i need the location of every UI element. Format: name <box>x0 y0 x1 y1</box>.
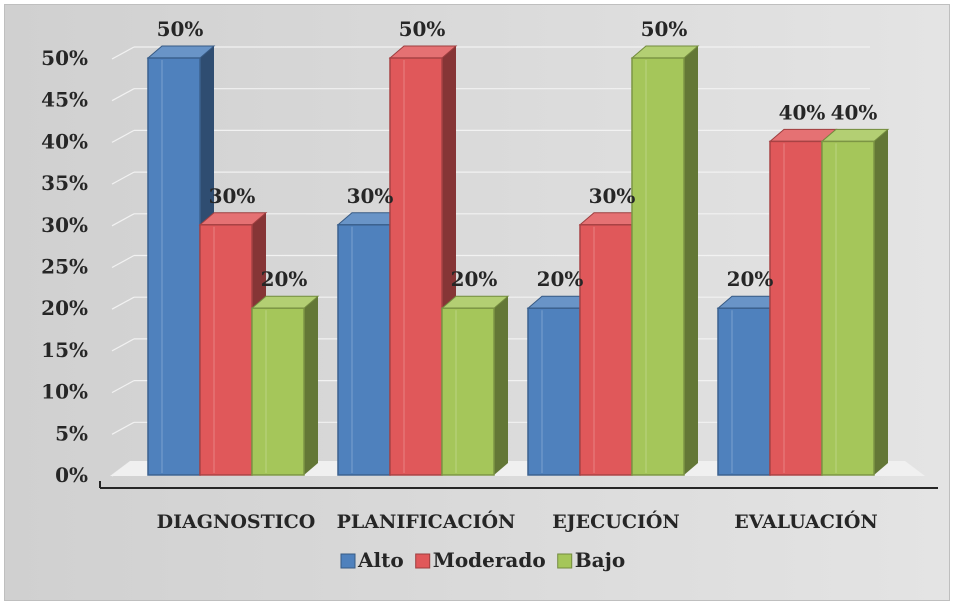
bar-front <box>251 307 305 476</box>
legend-entry: Bajo <box>557 548 625 572</box>
legend-entry: Alto <box>340 548 404 572</box>
bar-front <box>821 140 875 476</box>
x-tick-label: DIAGNOSTICO <box>157 511 316 533</box>
bar <box>820 128 890 476</box>
gridline-side <box>111 129 135 143</box>
x-tick-label: EJECUCIÓN <box>552 510 680 533</box>
x-tick-label: EVALUACIÓN <box>734 510 877 533</box>
gridline-side <box>111 421 135 435</box>
legend-swatch <box>415 553 431 569</box>
y-tick-label: 0% <box>55 463 88 487</box>
data-label: 20% <box>727 267 774 291</box>
bar-side <box>874 129 888 475</box>
bar-front <box>147 57 201 476</box>
bar-front <box>389 57 443 476</box>
data-label: 40% <box>779 100 826 124</box>
legend-swatch <box>340 553 356 569</box>
axes: 0% 5% 10% 15% 20% 25% 30% 35% 40% 45% 50% DIAGNOSTI… <box>41 46 938 533</box>
bar-front <box>579 224 633 476</box>
bar-side <box>684 46 698 475</box>
data-label: 20% <box>451 267 498 291</box>
y-tick-label: 5% <box>55 421 88 445</box>
legend-label: Alto <box>357 548 404 572</box>
y-tick-label: 10% <box>41 380 88 404</box>
bar <box>440 295 510 476</box>
data-labels: 50% 30% 20% 30% 50% 20% 20% 30% 50% 20% 40% 40% <box>157 17 878 291</box>
bar-front <box>441 307 495 476</box>
y-tick-label: 40% <box>41 129 88 153</box>
gridline-side <box>111 338 135 352</box>
y-tick-label: 25% <box>41 255 88 279</box>
data-label: 30% <box>347 184 394 208</box>
bar <box>630 45 700 476</box>
gridline-side <box>111 213 135 227</box>
gridline-side <box>111 296 135 310</box>
data-label: 20% <box>261 267 308 291</box>
legend: Alto Moderado Bajo <box>340 548 625 572</box>
y-tick-label: 30% <box>41 213 88 237</box>
gridline-side <box>111 254 135 269</box>
y-tick-label: 15% <box>41 338 88 362</box>
data-label: 50% <box>641 17 688 41</box>
data-label: 40% <box>831 100 878 124</box>
bar-front <box>631 57 685 476</box>
legend-label: Moderado <box>433 548 546 572</box>
y-tick-label: 35% <box>41 171 88 195</box>
legend-label: Bajo <box>575 548 625 572</box>
y-tick-label: 45% <box>41 88 88 112</box>
gridline-side <box>111 171 135 185</box>
data-label: 50% <box>399 17 446 41</box>
data-label: 30% <box>209 184 256 208</box>
data-label: 30% <box>589 184 636 208</box>
legend-swatch <box>557 553 573 569</box>
y-tick-label: 20% <box>41 296 88 320</box>
data-label: 20% <box>537 267 584 291</box>
bar-front <box>337 224 391 476</box>
y-tick-label: 50% <box>41 46 88 70</box>
bar-front <box>717 307 771 476</box>
bar-side <box>304 296 318 475</box>
gridline-side <box>111 380 135 394</box>
bar-front <box>199 224 253 476</box>
legend-entry: Moderado <box>415 548 546 572</box>
bar <box>250 295 320 476</box>
bar-side <box>494 296 508 475</box>
bars <box>146 45 890 476</box>
bar-front <box>769 140 823 476</box>
gridline-side <box>111 88 135 102</box>
x-tick-label: PLANIFICACIÓN <box>337 510 516 533</box>
bar-front <box>527 307 581 476</box>
data-label: 50% <box>157 17 204 41</box>
gridline-side <box>111 46 135 60</box>
